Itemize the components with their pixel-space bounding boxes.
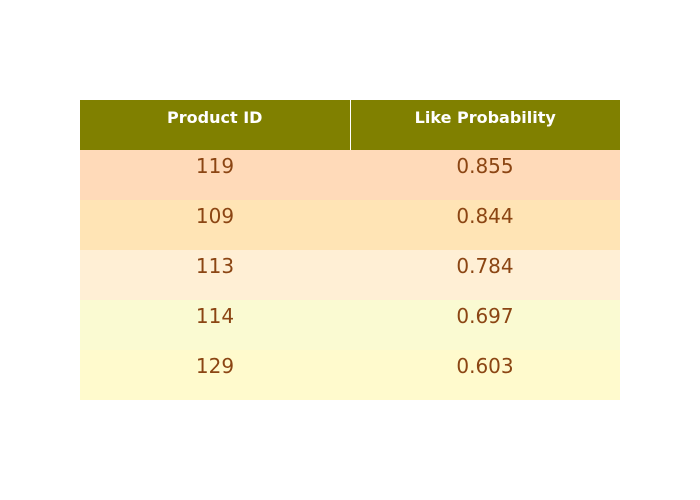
header-like-probability: Like Probability xyxy=(349,100,620,150)
cell-like-probability: 0.855 xyxy=(456,154,514,178)
results-table: Product ID Like Probability 119 0.855 10… xyxy=(80,100,620,400)
header-row: Product ID Like Probability xyxy=(80,100,620,150)
cell-product-id: 113 xyxy=(195,254,235,278)
cell-like-probability: 0.697 xyxy=(456,304,514,328)
results-table-container: Product ID Like Probability 119 0.855 10… xyxy=(80,100,620,400)
table-row: 129 0.603 xyxy=(80,350,620,400)
table-row: 109 0.844 xyxy=(80,200,620,250)
cell-product-id: 109 xyxy=(195,204,235,228)
table-row: 119 0.855 xyxy=(80,150,620,200)
cell-like-probability: 0.603 xyxy=(456,354,514,378)
cell-product-id: 119 xyxy=(195,154,235,178)
table-row: 113 0.784 xyxy=(80,250,620,300)
cell-like-probability: 0.784 xyxy=(456,254,514,278)
table-row: 114 0.697 xyxy=(80,300,620,350)
header-product-id: Product ID xyxy=(80,100,350,150)
cell-product-id: 114 xyxy=(195,304,235,328)
cell-like-probability: 0.844 xyxy=(456,204,514,228)
cell-product-id: 129 xyxy=(195,354,235,378)
